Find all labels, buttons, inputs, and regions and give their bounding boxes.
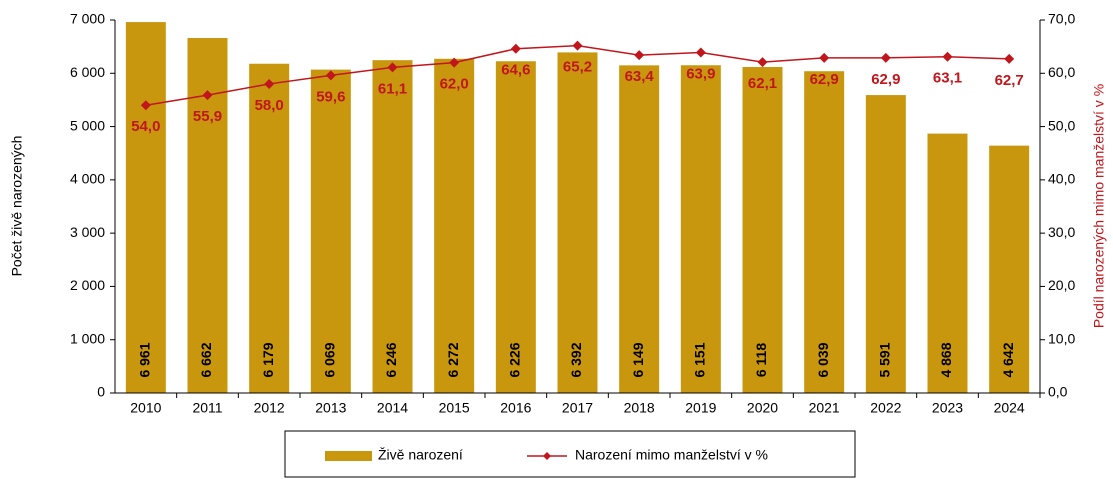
y2-tick-label: 70,0 — [1048, 11, 1075, 27]
bar-value-label: 6 039 — [815, 342, 831, 377]
bar-value-label: 6 151 — [692, 342, 708, 377]
y-tick-label: 5 000 — [70, 117, 105, 133]
line-value-label: 65,2 — [563, 59, 592, 76]
line-value-label: 62,9 — [810, 71, 839, 88]
y-tick-label: 2 000 — [70, 277, 105, 293]
line-value-label: 61,1 — [378, 80, 407, 97]
legend-box — [284, 430, 856, 478]
bar-value-label: 6 961 — [137, 342, 153, 377]
x-tick-label: 2020 — [747, 400, 778, 416]
line-value-label: 64,6 — [501, 62, 530, 79]
bar-value-label: 4 868 — [938, 342, 954, 377]
line-value-label: 63,9 — [686, 65, 715, 82]
line-marker — [510, 43, 521, 54]
bar — [619, 65, 660, 394]
bar-value-label: 6 149 — [630, 342, 646, 377]
bar — [989, 145, 1030, 393]
y2-tick-label: 30,0 — [1048, 224, 1075, 240]
bar-value-label: 6 272 — [445, 342, 461, 377]
y2-tick-label: 20,0 — [1048, 277, 1075, 293]
line-marker — [325, 70, 336, 81]
legend-label: Živě narození — [378, 447, 463, 463]
bar-value-label: 6 662 — [198, 342, 214, 377]
x-tick-label: 2021 — [809, 400, 840, 416]
y-tick-label: 4 000 — [70, 171, 105, 187]
bar — [680, 65, 721, 394]
bar-value-label: 6 246 — [383, 342, 399, 377]
line-marker — [695, 47, 706, 58]
y2-tick-label: 10,0 — [1048, 330, 1075, 346]
bar — [495, 61, 536, 394]
x-tick-label: 2019 — [685, 400, 716, 416]
bar — [742, 66, 783, 394]
y2-tick-label: 50,0 — [1048, 117, 1075, 133]
line-marker — [1004, 53, 1015, 64]
x-tick-label: 2022 — [870, 400, 901, 416]
x-tick-label: 2010 — [130, 400, 161, 416]
bar-value-label: 6 069 — [322, 342, 338, 377]
y-tick-label: 1 000 — [70, 330, 105, 346]
line-value-label: 62,9 — [871, 71, 900, 88]
legend-marker — [543, 452, 551, 460]
bar-value-label: 6 226 — [507, 342, 523, 377]
bar-value-label: 4 642 — [1000, 342, 1016, 377]
bar-value-label: 5 591 — [877, 342, 893, 377]
line-marker — [572, 40, 583, 51]
line-marker — [942, 51, 953, 62]
line-value-label: 62,7 — [995, 72, 1024, 89]
x-tick-label: 2024 — [994, 400, 1025, 416]
bar-value-label: 6 118 — [753, 343, 769, 377]
bar — [557, 52, 598, 394]
x-tick-label: 2017 — [562, 400, 593, 416]
legend-label: Narození mimo manželství v % — [575, 447, 768, 463]
line-marker — [634, 50, 645, 61]
bar — [249, 63, 290, 394]
y2-tick-label: 0,0 — [1048, 384, 1068, 400]
y2-axis-label: Podíl narozených mimo manželství v % — [1091, 84, 1107, 328]
x-tick-label: 2018 — [624, 400, 655, 416]
bar-value-label: 6 179 — [260, 342, 276, 377]
line-value-label: 62,1 — [748, 75, 777, 92]
line-marker — [819, 52, 830, 63]
line-value-label: 58,0 — [255, 97, 284, 114]
line-value-label: 54,0 — [131, 118, 160, 135]
line-value-label: 59,6 — [316, 88, 345, 105]
line-marker — [202, 90, 213, 101]
y-tick-label: 0 — [97, 384, 105, 400]
bar — [434, 58, 475, 394]
bar — [125, 22, 166, 393]
x-tick-label: 2015 — [439, 400, 470, 416]
line-marker — [140, 100, 151, 111]
x-tick-label: 2016 — [500, 400, 531, 416]
line-marker — [264, 78, 275, 89]
y-tick-label: 7 000 — [70, 11, 105, 27]
line-value-label: 63,1 — [933, 70, 962, 87]
line-marker — [880, 52, 891, 63]
y2-tick-label: 40,0 — [1048, 171, 1075, 187]
line-marker — [449, 57, 460, 68]
x-tick-label: 2014 — [377, 400, 408, 416]
bar — [865, 95, 906, 393]
line-marker — [757, 57, 768, 68]
x-tick-label: 2013 — [315, 400, 346, 416]
y-axis-label: Počet živě narozených — [9, 136, 25, 277]
line-value-label: 62,0 — [440, 76, 469, 93]
x-tick-label: 2012 — [254, 400, 285, 416]
y-tick-label: 3 000 — [70, 224, 105, 240]
bar — [372, 60, 413, 393]
bar-value-label: 6 392 — [568, 342, 584, 377]
y2-tick-label: 60,0 — [1048, 64, 1075, 80]
x-tick-label: 2023 — [932, 400, 963, 416]
line-value-label: 63,4 — [625, 68, 655, 85]
line-marker — [387, 62, 398, 73]
bar — [804, 71, 845, 393]
legend-swatch — [325, 451, 372, 461]
line-value-label: 55,9 — [193, 108, 222, 125]
bar — [927, 133, 968, 393]
y-tick-label: 6 000 — [70, 64, 105, 80]
x-tick-label: 2011 — [192, 400, 222, 416]
bar — [310, 69, 351, 393]
